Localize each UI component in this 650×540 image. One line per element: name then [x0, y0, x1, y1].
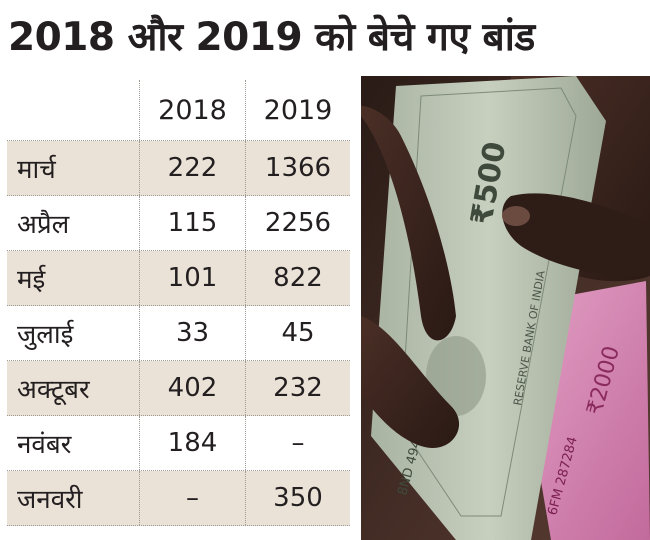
row-month: जनवरी [7, 471, 140, 525]
table-row: जुलाई 33 45 [7, 306, 350, 361]
row-2019-value: 232 [273, 373, 323, 403]
row-2019-value: 1366 [264, 153, 332, 183]
row-month: मार्च [7, 141, 140, 195]
row-2019-value: 822 [273, 263, 323, 293]
row-2019-value: 2256 [264, 208, 332, 238]
row-2019-value: – [291, 428, 305, 458]
table-row: मई 101 822 [7, 251, 350, 306]
row-2018-value: 222 [140, 141, 246, 195]
table-row: मार्च 222 1366 [7, 141, 350, 196]
row-2018-value: 33 [140, 306, 246, 360]
row-2019-value: 350 [273, 483, 323, 513]
row-2018-value: 402 [140, 361, 246, 415]
bonds-table: 2018 2019 मार्च 222 1366 अप्रैल 115 2256… [7, 80, 350, 526]
page-title: 2018 और 2019 को बेचे गए बांड [8, 15, 535, 60]
row-month: अप्रैल [7, 196, 140, 250]
row-2018-value: – [140, 471, 246, 525]
row-month: नवंबर [7, 416, 140, 470]
row-2018-value: 115 [140, 196, 246, 250]
table-row: नवंबर 184 – [7, 416, 350, 471]
header-2018: 2018 [140, 80, 246, 140]
header-2019: 2019 [263, 94, 333, 126]
currency-notes-illustration: ₹2000 6FM 287284 ₹500 RESERVE BANK OF IN… [361, 76, 650, 540]
row-month: मई [7, 251, 140, 305]
table-row: अक्टूबर 402 232 [7, 361, 350, 416]
header-empty [7, 80, 140, 140]
row-2018-value: 101 [140, 251, 246, 305]
row-2019-value: 45 [281, 318, 315, 348]
row-2018-value: 184 [140, 416, 246, 470]
table-row: अप्रैल 115 2256 [7, 196, 350, 251]
table-header-row: 2018 2019 [7, 80, 350, 141]
row-month: जुलाई [7, 306, 140, 360]
currency-notes-photo: ₹2000 6FM 287284 ₹500 RESERVE BANK OF IN… [361, 76, 650, 540]
row-month: अक्टूबर [7, 361, 140, 415]
table-row: जनवरी – 350 [7, 471, 350, 526]
